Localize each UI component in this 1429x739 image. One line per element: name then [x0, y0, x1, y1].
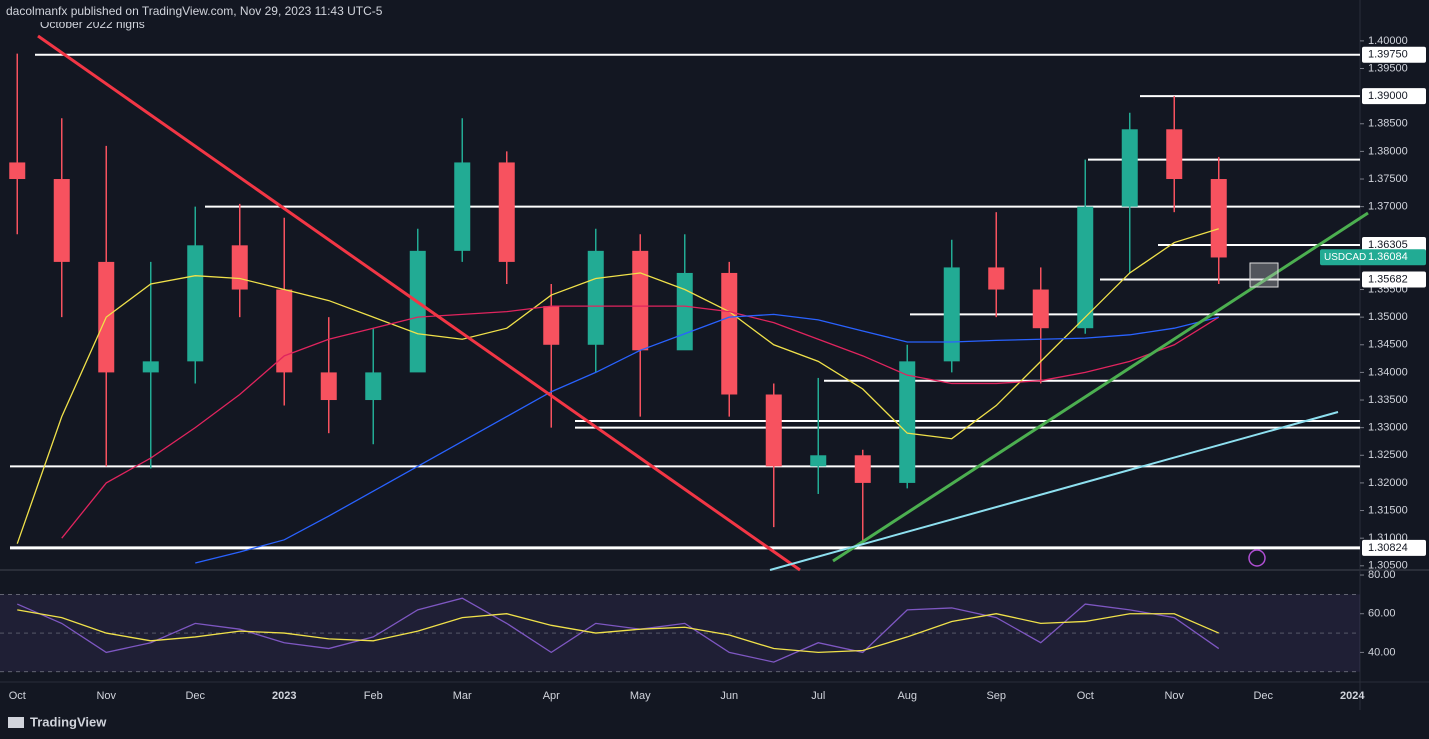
- y-tick-label: 1.34500: [1368, 339, 1408, 351]
- x-tick-label: Nov: [1164, 690, 1184, 702]
- candle-body: [142, 361, 159, 373]
- x-tick-label: Dec: [1253, 690, 1273, 702]
- y-tick-label: 1.31500: [1368, 504, 1408, 516]
- candle-body: [765, 394, 782, 467]
- red-trendline: [37, 34, 801, 572]
- x-tick-label: Dec: [185, 690, 205, 702]
- price-tag-label: 1.30824: [1368, 542, 1408, 554]
- candle-body: [276, 289, 293, 373]
- x-tick-label: Oct: [1077, 690, 1094, 702]
- y-tick-label: 1.37500: [1368, 173, 1408, 185]
- candle-body: [498, 162, 515, 262]
- candle-body: [943, 267, 960, 362]
- line-series: [16, 597, 1220, 663]
- x-tick-label: May: [630, 690, 651, 702]
- price-tag: [1362, 539, 1426, 556]
- y-tick-label: 1.38000: [1368, 145, 1408, 157]
- line-series: [16, 228, 1219, 544]
- green-trendline: [832, 211, 1369, 563]
- y-tick-label: 80.00: [1368, 569, 1396, 581]
- candle-body: [632, 250, 649, 351]
- price-tag-label: 1.35682: [1368, 273, 1408, 285]
- candle-body: [854, 455, 871, 483]
- price-tag-label: 1.39750: [1368, 49, 1408, 61]
- line-series: [195, 313, 1219, 564]
- candle-body: [988, 267, 1005, 290]
- y-tick-label: 1.30500: [1368, 560, 1408, 572]
- y-tick-label: 1.34000: [1368, 366, 1408, 378]
- symbol-label: USDCAD: [1324, 252, 1366, 263]
- y-tick-label: 1.32000: [1368, 477, 1408, 489]
- x-tick-label: Feb: [364, 690, 383, 702]
- x-tick-label: Sep: [986, 690, 1006, 702]
- x-tick-label: Mar: [453, 690, 472, 702]
- price-tag: [1362, 46, 1426, 63]
- candle-body: [1032, 289, 1049, 329]
- header-bg: [0, 0, 420, 22]
- candle-body: [1121, 129, 1138, 207]
- candle-body: [1077, 206, 1094, 329]
- line-series: [17, 609, 1220, 654]
- candle-body: [1166, 129, 1183, 180]
- candle-body: [409, 250, 426, 373]
- candle-body: [543, 306, 560, 345]
- footer-brand: TradingView: [30, 714, 107, 729]
- y-tick-label: 1.32500: [1368, 449, 1408, 461]
- price-tag: [1362, 237, 1426, 254]
- candle-body: [810, 455, 827, 467]
- y-tick-label: 40.00: [1368, 646, 1396, 658]
- cyan-trendline: [769, 411, 1339, 571]
- candle-body: [9, 162, 26, 180]
- x-tick-label: 2024: [1340, 690, 1365, 702]
- brand-logo: [8, 717, 24, 728]
- price-tag-label: 1.39000: [1368, 90, 1408, 102]
- candle-body: [187, 245, 204, 362]
- last-price-tag: [1320, 249, 1426, 266]
- y-tick-label: 1.33500: [1368, 394, 1408, 406]
- x-tick-label: 2023: [272, 690, 296, 702]
- y-tick-label: 1.35000: [1368, 311, 1408, 323]
- alert-icon[interactable]: [1248, 549, 1266, 567]
- x-tick-label: Jun: [720, 690, 738, 702]
- candle-body: [320, 372, 337, 401]
- y-tick-label: 1.37000: [1368, 201, 1408, 213]
- line-series: [61, 305, 1220, 539]
- x-tick-label: Jul: [811, 690, 825, 702]
- y-tick-label: 60.00: [1368, 608, 1396, 620]
- y-tick-label: 1.33000: [1368, 422, 1408, 434]
- candle-body: [721, 272, 738, 395]
- header: dacolmanfx published on TradingView.com,…: [6, 4, 383, 18]
- candle-body: [454, 162, 471, 251]
- candle-body: [53, 179, 70, 262]
- price-tag-label: 1.36305: [1368, 239, 1408, 251]
- price-tag: [1362, 88, 1426, 105]
- last-price-label: 1.36084: [1368, 251, 1408, 263]
- price-tag: [1362, 271, 1426, 288]
- x-tick-label: Apr: [543, 690, 560, 702]
- highlight-box: [1249, 262, 1279, 288]
- candle-body: [676, 272, 693, 351]
- x-tick-label: Nov: [96, 690, 116, 702]
- candle-body: [365, 372, 382, 401]
- y-tick-label: 1.40000: [1368, 35, 1408, 47]
- y-tick-label: 1.39500: [1368, 62, 1408, 74]
- candle-body: [899, 361, 916, 483]
- y-tick-label: 1.38500: [1368, 118, 1408, 130]
- candle-body: [231, 245, 248, 290]
- candle-body: [1210, 179, 1227, 258]
- x-tick-label: Oct: [9, 690, 26, 702]
- candle-body: [587, 250, 604, 345]
- x-tick-label: Aug: [897, 690, 917, 702]
